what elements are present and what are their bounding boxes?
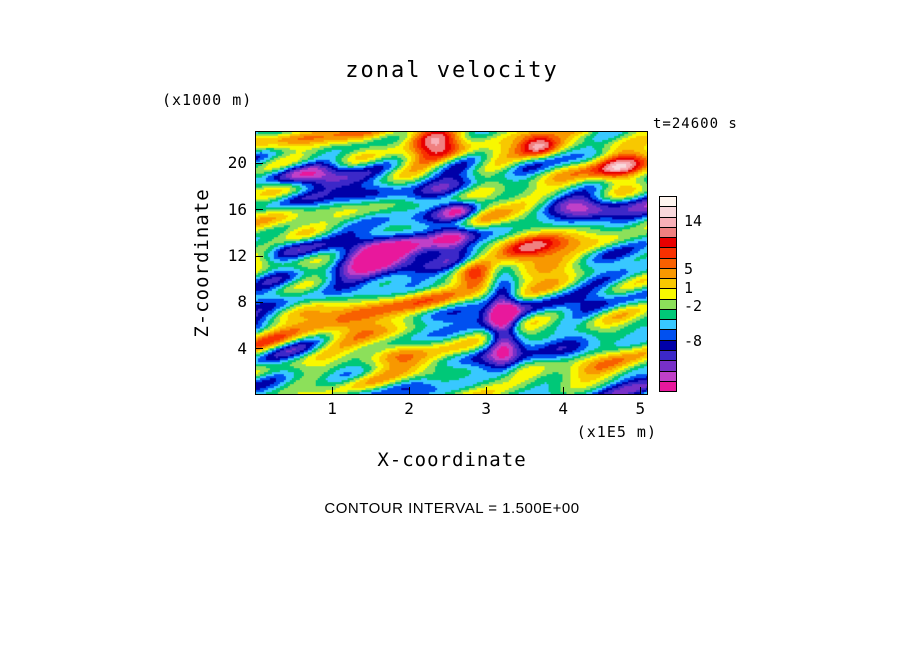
x-tick-label: 4 [558, 399, 569, 418]
x-tick-label: 1 [327, 399, 337, 418]
chart-title: zonal velocity [345, 58, 559, 83]
x-axis-unit: (x1E5 m) [576, 423, 657, 441]
z-tick-label: 20 [227, 153, 247, 173]
colorbar-label: 1 [684, 278, 694, 297]
x-tick-mark [485, 387, 487, 394]
colorbar-segment [660, 288, 676, 299]
colorbar-label: 14 [684, 212, 703, 231]
colorbar-segment [660, 197, 676, 207]
z-tick-label: 16 [227, 199, 247, 219]
x-tick-label: 3 [481, 399, 491, 418]
z-tick-label: 12 [227, 246, 247, 266]
colorbar-segment [660, 308, 676, 320]
colorbar [659, 196, 677, 392]
x-tick-label: 2 [404, 399, 414, 418]
x-axis-label: X-coordinate [377, 449, 527, 471]
x-tick-mark [408, 387, 410, 394]
z-tick-mark [256, 255, 263, 257]
colorbar-segment [660, 278, 676, 289]
z-tick-mark [256, 209, 263, 211]
contour-field [256, 132, 647, 394]
colorbar-segment [660, 247, 676, 258]
colorbar-label: -8 [684, 332, 703, 351]
time-annotation: t=24600 s [653, 116, 738, 132]
colorbar-segment [660, 329, 676, 340]
colorbar-segment [660, 226, 676, 238]
z-tick-mark [256, 348, 263, 350]
contour-interval-note: CONTOUR INTERVAL = 1.500E+00 [324, 500, 580, 517]
colorbar-label: -2 [684, 296, 703, 315]
z-axis-unit: (x1000 m) [162, 91, 253, 109]
colorbar-segment [660, 370, 676, 381]
colorbar-segment [660, 216, 676, 227]
x-tick-mark [562, 387, 564, 394]
colorbar-segment [660, 319, 676, 330]
colorbar-segment [660, 267, 676, 279]
z-tick-label: 8 [237, 292, 247, 312]
z-tick-label: 4 [237, 338, 247, 358]
colorbar-segment [660, 360, 676, 371]
colorbar-segment [660, 237, 676, 248]
colorbar-segment [660, 206, 676, 217]
colorbar-segment [660, 339, 676, 350]
colorbar-segment [660, 380, 676, 392]
z-tick-mark [256, 301, 263, 303]
x-tick-mark [331, 387, 333, 394]
x-tick-label: 5 [635, 399, 646, 418]
plot-area [255, 131, 648, 395]
colorbar-segment [660, 257, 676, 268]
colorbar-label: 5 [684, 259, 694, 278]
colorbar-segment [660, 298, 676, 309]
x-tick-mark [639, 387, 641, 394]
colorbar-segment [660, 349, 676, 361]
z-tick-mark [256, 162, 263, 164]
